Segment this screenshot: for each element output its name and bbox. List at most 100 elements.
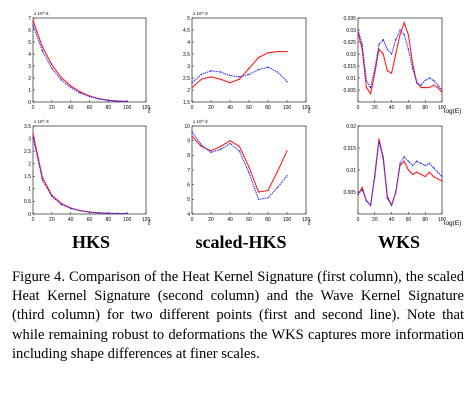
- data-point: [248, 166, 250, 168]
- x-tick-label: 100: [123, 217, 132, 223]
- data-point: [60, 76, 62, 79]
- x-tick-label: 40: [389, 105, 395, 111]
- data-point: [32, 132, 34, 135]
- data-point: [69, 85, 72, 87]
- data-point: [229, 142, 231, 145]
- data-point: [238, 76, 241, 78]
- y-tick-label: 6: [28, 28, 31, 34]
- x-tick-label: 100: [438, 217, 447, 223]
- x-tick-label: 20: [49, 105, 55, 111]
- x-tick-label: 0: [32, 105, 35, 111]
- y-tick-label: 4: [28, 52, 31, 58]
- data-point: [257, 198, 260, 201]
- data-point: [276, 50, 279, 53]
- data-point: [361, 189, 363, 191]
- data-point: [219, 148, 222, 151]
- series-line-1: [357, 28, 443, 91]
- data-point: [411, 173, 414, 176]
- data-point: [210, 151, 212, 154]
- y-tick-label: 10: [184, 124, 190, 130]
- data-point: [420, 84, 422, 86]
- data-point: [365, 79, 368, 82]
- data-point: [395, 53, 397, 55]
- data-point: [98, 212, 100, 214]
- data-point: [432, 175, 435, 178]
- data-point: [210, 76, 212, 78]
- y-tick-label: 9: [187, 138, 190, 144]
- data-point: [69, 86, 72, 89]
- plot-frame: [357, 125, 443, 215]
- plot-frame: [191, 17, 307, 103]
- data-point: [441, 91, 443, 94]
- data-point: [399, 29, 401, 31]
- data-point: [219, 78, 222, 80]
- data-point: [51, 64, 53, 66]
- data-point: [424, 86, 426, 89]
- x-axis-label: t: [148, 106, 151, 115]
- x-tick-label: 100: [283, 105, 292, 111]
- data-point: [200, 144, 203, 146]
- data-point: [267, 66, 269, 68]
- data-point: [399, 162, 401, 165]
- chart-panel-2: 0 20 40 60 80 100 0.005 0.01 0.015 0.02 0.025 0.03 0…: [343, 16, 461, 115]
- data-point: [382, 53, 384, 55]
- data-point: [229, 74, 231, 77]
- data-point: [411, 67, 414, 70]
- data-point: [88, 211, 91, 213]
- data-point: [407, 34, 410, 36]
- data-point: [386, 48, 389, 50]
- data-point: [420, 173, 422, 176]
- data-point: [267, 189, 269, 192]
- series-line-0: [32, 133, 128, 215]
- data-point: [428, 86, 431, 89]
- x-tick-label: 100: [283, 217, 292, 223]
- y-tick-label: 0.015: [343, 64, 356, 70]
- data-point: [60, 203, 62, 206]
- y-tick-label: 5: [187, 197, 190, 203]
- data-point: [411, 164, 414, 167]
- data-point: [79, 210, 81, 212]
- figure-caption: Figure 4. Comparison of the Heat Kernel …: [12, 269, 464, 362]
- data-point: [276, 71, 279, 73]
- data-point: [51, 67, 53, 70]
- data-point: [374, 175, 376, 178]
- y-tick-label: 0.005: [343, 88, 356, 94]
- chart-panel-3: 0 20 40 60 80 100 120 0 0.5 1 1.5 2 2.5 3 3.5x 10^-3 t: [24, 119, 151, 227]
- data-point: [441, 180, 443, 182]
- x-tick-label: 20: [372, 105, 378, 111]
- data-point: [41, 50, 44, 52]
- y-tick-label: 4: [187, 40, 190, 46]
- data-point: [386, 70, 389, 72]
- x-tick-label: 0: [357, 217, 360, 223]
- y-tick-label: 3: [28, 64, 31, 70]
- y-tick-label: 2.5: [24, 149, 31, 155]
- data-point: [424, 175, 426, 178]
- plot-frame: [357, 17, 443, 103]
- data-point: [117, 212, 119, 215]
- x-tick-label: 40: [227, 105, 233, 111]
- x-tick-label: 120: [302, 217, 311, 223]
- data-point: [369, 92, 372, 95]
- data-point: [267, 52, 269, 54]
- data-point: [441, 89, 443, 91]
- y-tick-label: 0.005: [343, 190, 356, 196]
- x-tick-label: 120: [302, 105, 311, 111]
- x-tick-label: 60: [87, 217, 93, 223]
- data-point: [437, 171, 439, 173]
- data-point: [378, 140, 380, 143]
- data-point: [248, 172, 250, 174]
- data-point: [365, 86, 368, 89]
- x-axis-label: log(E): [444, 108, 461, 115]
- x-tick-label: 0: [32, 217, 35, 223]
- x-tick-label: 60: [246, 217, 252, 223]
- data-point: [357, 193, 359, 195]
- chart-panel-4: 0 20 40 60 80 100 120 4 5 6 7 8 9 10x 10^-3 t: [184, 119, 311, 227]
- data-point: [428, 77, 431, 79]
- data-point: [382, 158, 384, 160]
- data-point: [390, 204, 393, 206]
- series-line-1: [32, 137, 128, 215]
- x-axis-label: t: [308, 218, 311, 227]
- x-tick-label: 100: [123, 105, 132, 111]
- data-point: [107, 99, 110, 102]
